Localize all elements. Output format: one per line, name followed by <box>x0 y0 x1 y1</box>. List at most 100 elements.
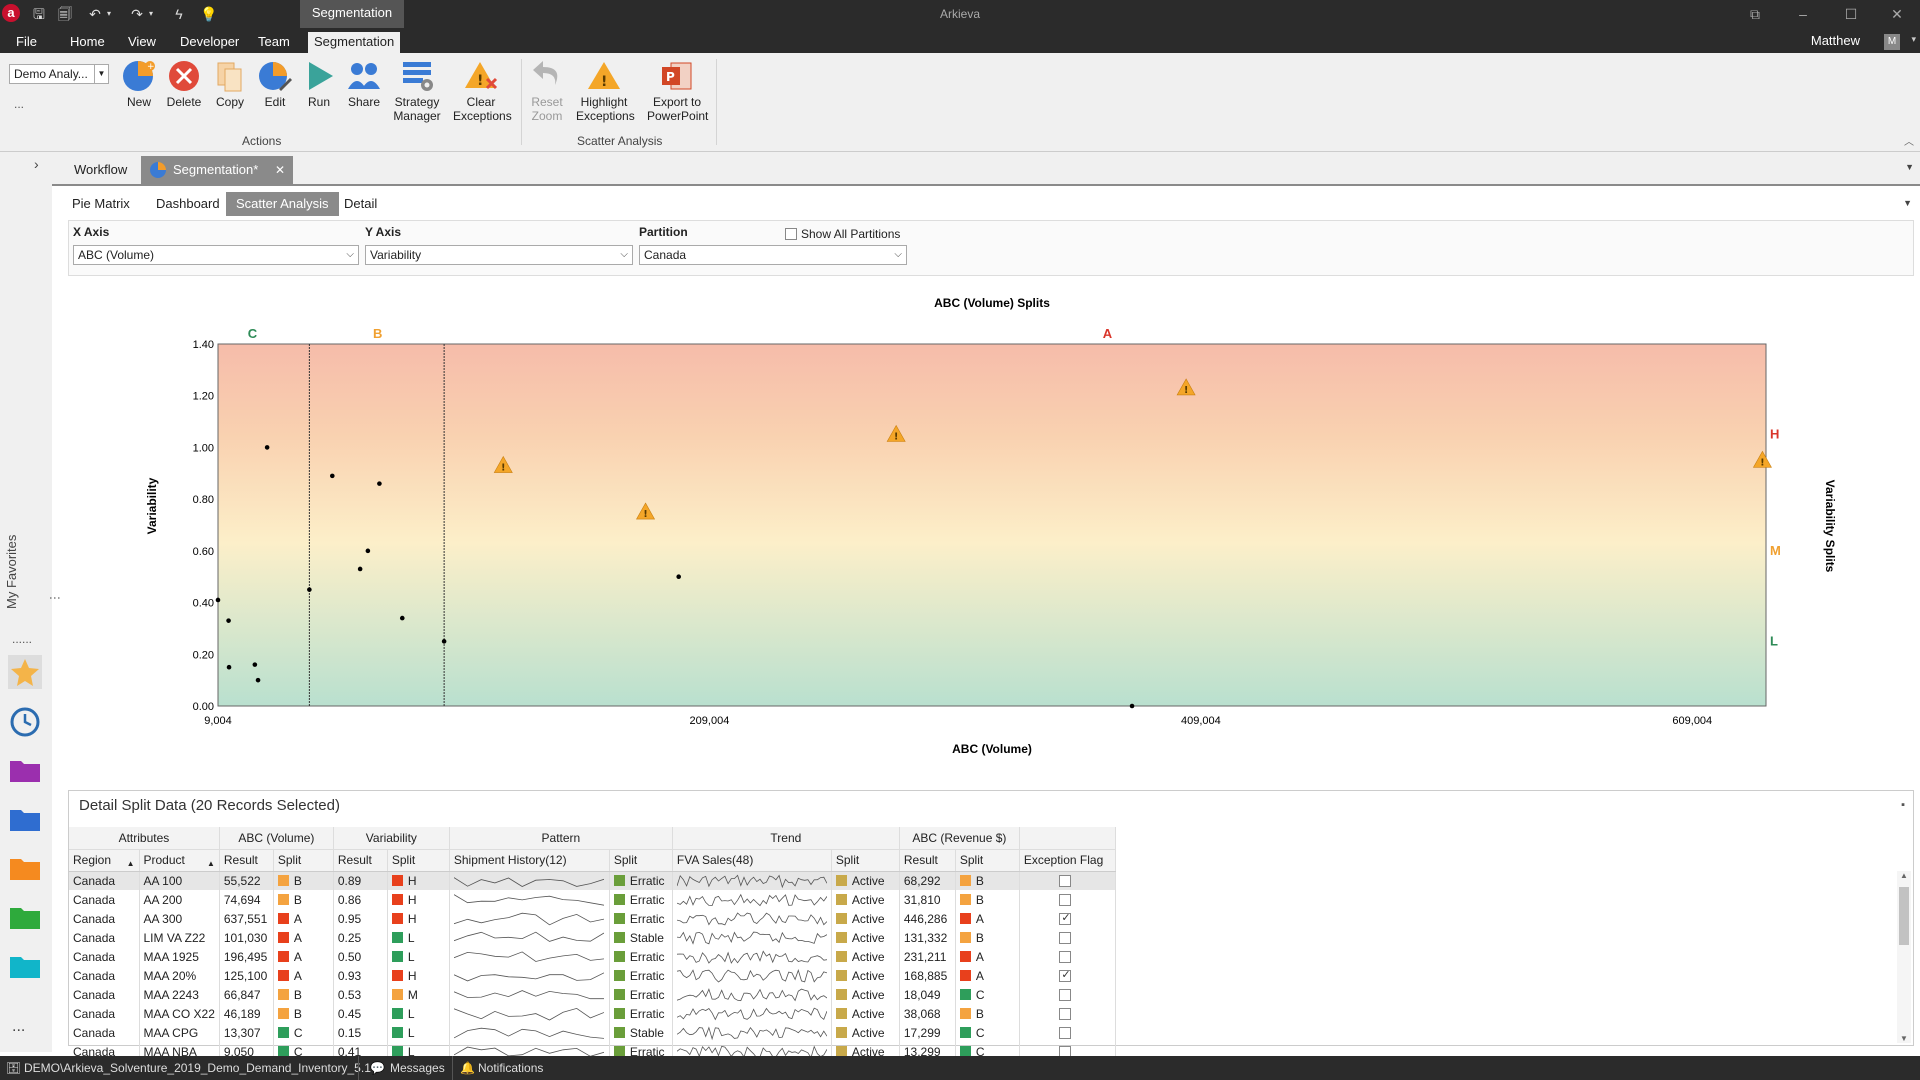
lightning-icon[interactable]: ϟ <box>175 6 183 22</box>
column-header[interactable]: Result <box>333 849 388 872</box>
menu-view[interactable]: View <box>128 34 156 49</box>
minimize-icon[interactable]: – <box>1799 6 1807 22</box>
folder-blue-icon[interactable] <box>8 802 42 836</box>
exception-flag-checkbox[interactable] <box>1059 931 1072 944</box>
vertical-scrollbar[interactable]: ▲ ▼ <box>1897 871 1911 1043</box>
table-row[interactable]: Canada AA 300 637,551 A 0.95 H Erratic Active 44… <box>69 909 1116 928</box>
exception-flag-checkbox[interactable] <box>1059 1007 1072 1020</box>
column-header[interactable]: Exception Flag <box>1019 849 1116 872</box>
more-icon[interactable]: ... <box>12 1018 26 1035</box>
table-row[interactable]: Canada MAA 2243 66,847 B 0.53 M Erratic Active 1… <box>69 985 1116 1004</box>
exception-flag-checkbox[interactable] <box>1059 893 1072 906</box>
tab-segmentation[interactable]: Segmentation* ✕ <box>141 156 293 184</box>
scroll-down-icon[interactable]: ▼ <box>1900 1034 1908 1043</box>
expand-panel-icon[interactable]: › <box>34 156 39 172</box>
export-powerpoint-button[interactable]: P Export to PowerPoint <box>647 59 708 123</box>
collapse-ribbon-icon[interactable]: ︿ <box>1904 137 1914 148</box>
share-button[interactable]: Share <box>336 59 392 109</box>
menu-file[interactable]: File <box>16 34 37 49</box>
star-icon[interactable] <box>8 655 42 689</box>
x-axis-select[interactable]: ABC (Volume) ⌵ <box>73 245 359 265</box>
exception-flag-checkbox[interactable] <box>1059 968 1072 982</box>
new-button[interactable]: + New <box>111 59 167 109</box>
table-row[interactable]: Canada AA 200 74,694 B 0.86 H Erratic Active 31,… <box>69 890 1116 909</box>
table-row[interactable]: Canada MAA 1925 196,495 A 0.50 L Erratic Active… <box>69 947 1116 966</box>
column-header[interactable]: Split <box>955 849 1020 872</box>
scroll-up-icon[interactable]: ▲ <box>1900 871 1908 880</box>
column-header[interactable]: Product ▲ <box>139 849 220 872</box>
menu-segmentation[interactable]: Segmentation <box>308 32 401 53</box>
undo-dropdown-icon[interactable]: ▾ <box>106 9 111 18</box>
column-header[interactable]: Split <box>273 849 334 872</box>
clock-icon[interactable] <box>8 704 42 738</box>
exception-flag-checkbox[interactable] <box>1059 1026 1072 1039</box>
tab-detail[interactable]: Detail <box>344 196 378 211</box>
scatter-group-label: Scatter Analysis <box>577 134 663 148</box>
save-icon[interactable]: 🖫 <box>33 6 45 22</box>
messages-button[interactable]: Messages <box>390 1061 445 1075</box>
notifications-button[interactable]: Notifications <box>478 1061 544 1075</box>
data-point <box>365 548 371 554</box>
my-favorites-label[interactable]: My Favorites <box>4 534 19 610</box>
tab-dashboard[interactable]: Dashboard <box>156 196 220 211</box>
avatar[interactable]: M <box>1884 34 1900 50</box>
save-all-icon[interactable]: 🗐 <box>58 6 72 22</box>
tabs-dropdown-icon[interactable]: ▼ <box>1905 162 1914 172</box>
column-header[interactable]: Result <box>219 849 274 872</box>
ribbon-more[interactable]: ... <box>14 97 25 111</box>
reset-zoom-button[interactable]: Reset Zoom <box>519 59 575 123</box>
view-tabs-dropdown-icon[interactable]: ▼ <box>1903 198 1912 208</box>
exception-flag-checkbox[interactable] <box>1059 874 1072 887</box>
delete-button[interactable]: Delete <box>156 59 212 109</box>
analysis-select[interactable]: Demo Analy... ▼ <box>9 64 109 84</box>
column-header[interactable]: Region ▲ <box>69 849 140 872</box>
undo-icon[interactable]: ↶ <box>89 6 101 22</box>
column-header[interactable]: Result <box>899 849 956 872</box>
splitter-handle[interactable]: ⋮ <box>48 592 62 604</box>
tab-workflow[interactable]: Workflow <box>74 162 128 177</box>
lightbulb-icon[interactable]: 💡 <box>200 6 218 22</box>
menu-home[interactable]: Home <box>70 34 105 49</box>
menu-developer[interactable]: Developer <box>180 34 240 49</box>
redo-dropdown-icon[interactable]: ▾ <box>148 9 153 18</box>
exception-flag-checkbox[interactable] <box>1059 950 1072 963</box>
close-window-icon[interactable]: ✕ <box>1891 6 1903 22</box>
table-row[interactable]: Canada LIM VA Z22 101,030 A 0.25 L Stable Activ… <box>69 928 1116 947</box>
folder-purple-icon[interactable] <box>8 753 42 787</box>
folder-orange-icon[interactable] <box>8 851 42 885</box>
user-dropdown-icon[interactable]: ▾ <box>1911 34 1916 44</box>
column-header[interactable]: FVA Sales(48) <box>672 849 832 872</box>
table-row[interactable]: Canada AA 100 55,522 B 0.89 H Erratic Active 68,… <box>69 871 1116 890</box>
column-header[interactable]: Split <box>609 849 673 872</box>
cell-region: Canada <box>69 890 140 909</box>
edit-button[interactable]: Edit <box>247 59 303 109</box>
copy-button[interactable]: Copy <box>202 59 258 109</box>
table-row[interactable]: Canada MAA CPG 13,307 C 0.15 L Stable Active 17,… <box>69 1023 1116 1042</box>
tab-scatter-analysis[interactable]: Scatter Analysis <box>226 192 339 216</box>
folder-green-icon[interactable] <box>8 900 42 934</box>
folder-teal-icon[interactable] <box>8 949 42 983</box>
column-header[interactable]: Split <box>387 849 450 872</box>
show-all-partitions-checkbox[interactable]: Show All Partitions <box>785 227 900 241</box>
clear-exceptions-button[interactable]: ! Clear Exceptions <box>453 59 512 123</box>
user-name[interactable]: Matthew <box>1810 33 1860 48</box>
table-row[interactable]: Canada MAA 20% 125,100 A 0.93 H Erratic Active 1… <box>69 966 1116 985</box>
exception-flag-checkbox[interactable] <box>1059 911 1072 925</box>
strategy-manager-button[interactable]: Strategy Manager <box>389 59 445 123</box>
menu-team[interactable]: Team <box>258 34 290 49</box>
highlight-exceptions-button[interactable]: ! Highlight Exceptions <box>576 59 635 123</box>
exception-flag-checkbox[interactable] <box>1059 988 1072 1001</box>
restore-layout-icon[interactable]: ⧉ <box>1750 6 1760 22</box>
column-header[interactable]: Split <box>831 849 900 872</box>
redo-icon[interactable]: ↷ <box>131 6 143 22</box>
pin-icon[interactable]: ▪ <box>1901 799 1905 811</box>
column-header[interactable]: Shipment History(12) <box>449 849 610 872</box>
maximize-icon[interactable]: ☐ <box>1844 6 1858 22</box>
scrollbar-thumb[interactable] <box>1899 887 1909 945</box>
close-tab-icon[interactable]: ✕ <box>274 163 285 177</box>
tab-pie-matrix[interactable]: Pie Matrix <box>72 196 130 211</box>
y-axis-select[interactable]: Variability ⌵ <box>365 245 633 265</box>
run-button[interactable]: Run <box>291 59 347 109</box>
partition-select[interactable]: Canada ⌵ <box>639 245 907 265</box>
table-row[interactable]: Canada MAA CO X22 46,189 B 0.45 L Erratic Activ… <box>69 1004 1116 1023</box>
